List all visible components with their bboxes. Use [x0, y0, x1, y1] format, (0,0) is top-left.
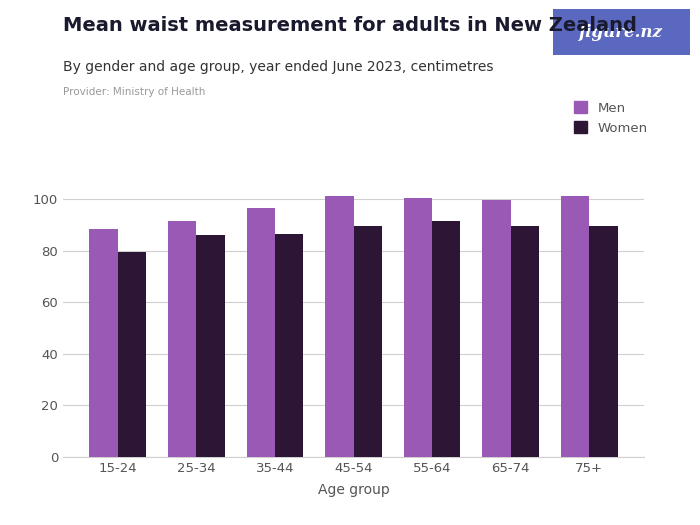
- Bar: [275, 234, 303, 457]
- Bar: [482, 201, 511, 457]
- Legend: Men, Women: Men, Women: [574, 101, 648, 134]
- Bar: [118, 252, 146, 457]
- Bar: [326, 196, 354, 457]
- Bar: [196, 235, 225, 457]
- Bar: [589, 226, 617, 457]
- Bar: [90, 229, 118, 457]
- Bar: [246, 208, 275, 457]
- Text: By gender and age group, year ended June 2023, centimetres: By gender and age group, year ended June…: [63, 60, 494, 75]
- Bar: [404, 198, 432, 457]
- Bar: [432, 221, 461, 457]
- Text: Mean waist measurement for adults in New Zealand: Mean waist measurement for adults in New…: [63, 16, 637, 35]
- X-axis label: Age group: Age group: [318, 483, 389, 497]
- Bar: [168, 221, 196, 457]
- Text: Provider: Ministry of Health: Provider: Ministry of Health: [63, 87, 205, 97]
- Text: figure.nz: figure.nz: [580, 24, 664, 40]
- Bar: [511, 226, 539, 457]
- Bar: [561, 196, 589, 457]
- Bar: [354, 226, 382, 457]
